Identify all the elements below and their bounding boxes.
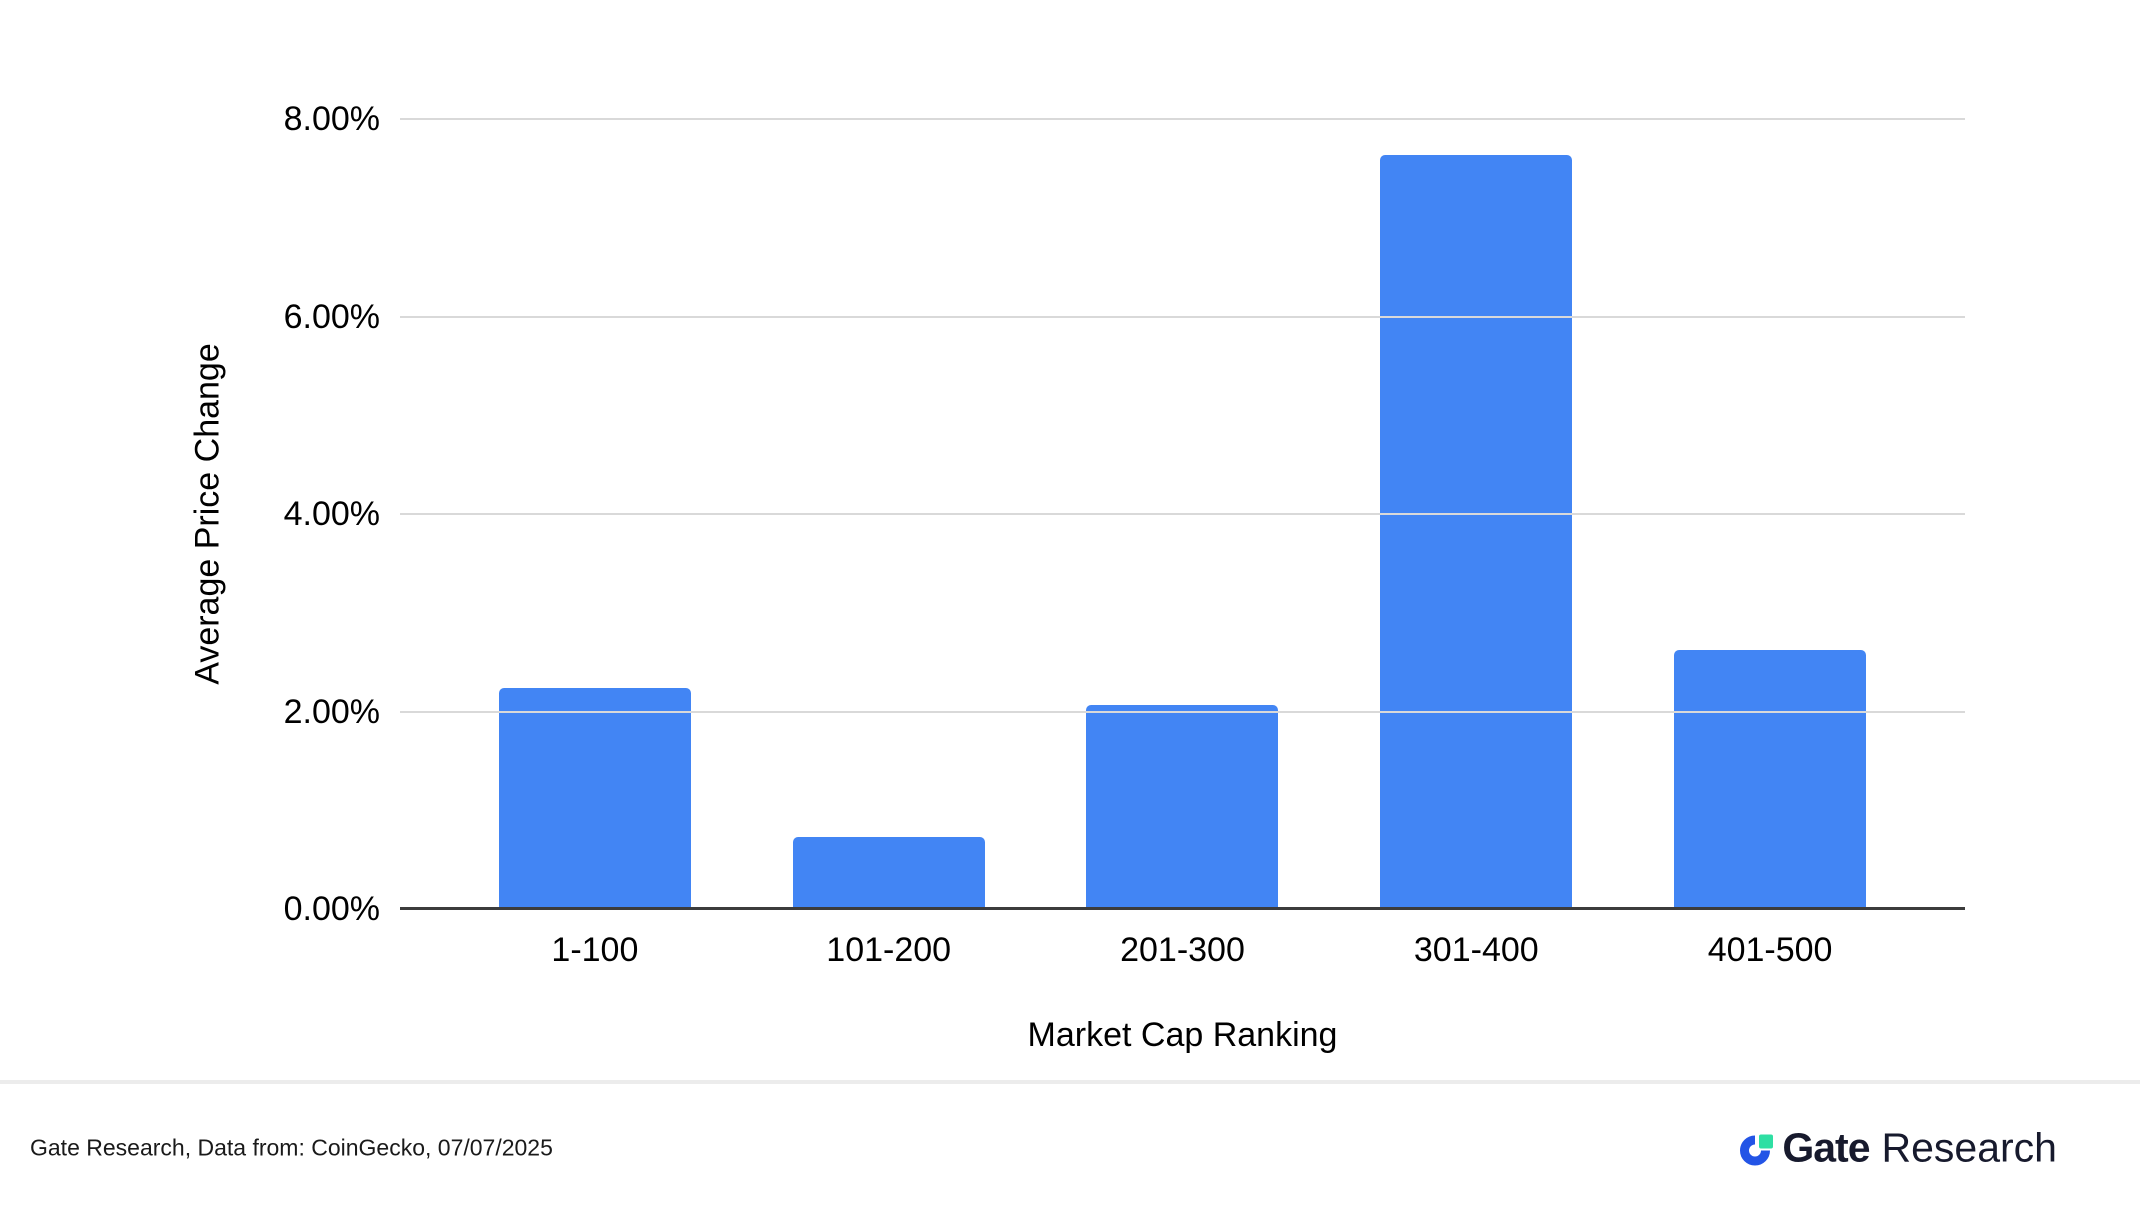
x-tick-label: 301-400 bbox=[1413, 931, 1539, 969]
gridline bbox=[400, 513, 1965, 515]
logo-text-gate: Gate bbox=[1782, 1124, 1870, 1171]
gridline bbox=[400, 710, 1965, 713]
x-tick-label: 201-300 bbox=[1120, 931, 1245, 969]
bar-1-100 bbox=[498, 687, 691, 909]
x-axis-line bbox=[400, 907, 1965, 910]
bar-slot bbox=[1623, 119, 1917, 909]
bar-301-400 bbox=[1380, 154, 1573, 909]
x-tick-label: 1-100 bbox=[551, 931, 639, 969]
gridline bbox=[400, 315, 1965, 318]
bar-chart: Average Price Change 0.00% 2.00% 4.00% 6.00… bbox=[0, 102, 1965, 1054]
bar-401-500 bbox=[1674, 650, 1867, 909]
y-tick-label: 0.00% bbox=[283, 890, 380, 928]
y-tick-label: 4.00% bbox=[283, 495, 380, 533]
logo-text-research: Research bbox=[1881, 1124, 2057, 1171]
gate-logo-ring bbox=[1740, 1135, 1771, 1165]
x-axis-tick-labels: 1-100 101-200 201-300 301-400 401-500 bbox=[448, 928, 1917, 972]
bar-slot bbox=[1036, 119, 1330, 909]
x-tick-label: 401-500 bbox=[1707, 931, 1833, 969]
bar-slot bbox=[448, 119, 742, 909]
y-axis-tick-labels: 0.00% 2.00% 4.00% 6.00% 8.00% bbox=[0, 102, 380, 926]
footer-divider bbox=[0, 1080, 2140, 1084]
plot-area bbox=[400, 118, 1965, 910]
bar-101-200 bbox=[792, 836, 985, 909]
x-axis-title: Market Cap Ranking bbox=[1027, 1016, 1338, 1054]
gridline bbox=[400, 118, 1965, 120]
bar-201-300 bbox=[1086, 704, 1279, 909]
gate-logo-square bbox=[1759, 1134, 1774, 1148]
bar-slot bbox=[1329, 119, 1623, 909]
footer: Gate Research, Data from: CoinGecko, 07/… bbox=[0, 1084, 2140, 1212]
gate-logo-icon bbox=[1740, 1134, 1774, 1165]
y-tick-label: 6.00% bbox=[283, 297, 380, 336]
x-tick-label: 101-200 bbox=[826, 931, 952, 969]
bar-slot bbox=[742, 119, 1036, 909]
gate-research-logo: Gate Research bbox=[1740, 1125, 2057, 1172]
y-tick-label: 2.00% bbox=[283, 692, 380, 731]
bars-container bbox=[448, 119, 1917, 909]
source-note: Gate Research, Data from: CoinGecko, 07/… bbox=[30, 1134, 553, 1161]
y-tick-label: 8.00% bbox=[283, 100, 380, 138]
